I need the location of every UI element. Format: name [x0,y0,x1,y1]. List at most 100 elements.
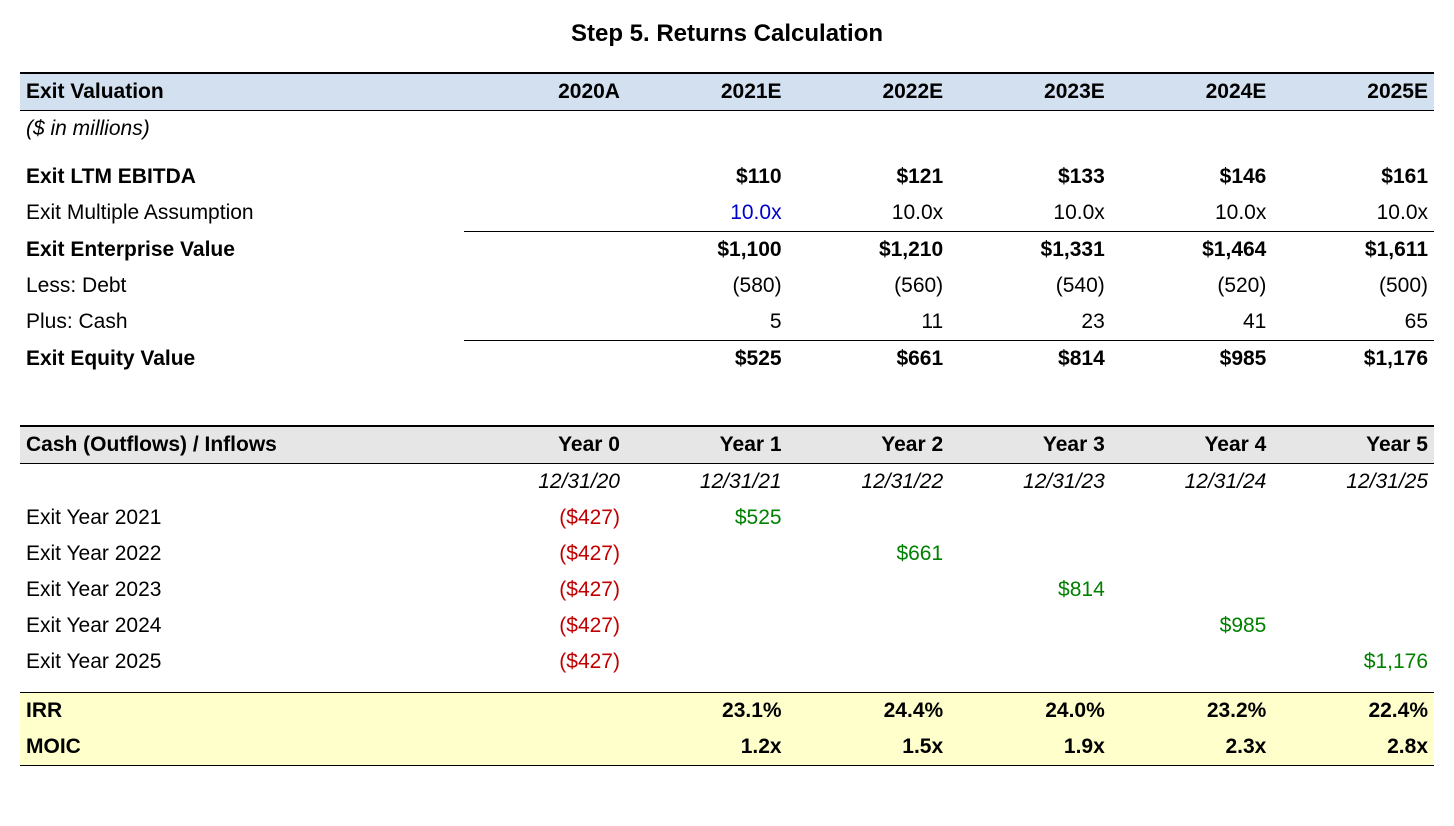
cell-outflow: ($427) [464,572,626,608]
cell [788,500,950,536]
cell: 10.0x [949,195,1111,232]
row-label: Exit Equity Value [20,341,464,378]
exit-valuation-header-label: Exit Valuation [20,73,464,111]
cell [788,608,950,644]
cell [464,341,626,378]
cell: 23 [949,304,1111,341]
cell: 23.2% [1111,693,1273,730]
row-label: Exit Year 2021 [20,500,464,536]
year-header: Year 4 [1111,426,1273,464]
row-label: Exit Year 2023 [20,572,464,608]
date-cell: 12/31/21 [626,464,788,501]
cell [1111,644,1273,680]
cell: $1,176 [1272,341,1434,378]
cell-outflow: ($427) [464,644,626,680]
cell [788,572,950,608]
cell [1272,500,1434,536]
cashflows-header-label: Cash (Outflows) / Inflows [20,426,464,464]
cell: 5 [626,304,788,341]
dates-row: 12/31/20 12/31/21 12/31/22 12/31/23 12/3… [20,464,1434,501]
cell: 22.4% [1272,693,1434,730]
year-header: 2020A [464,73,626,111]
cell: (580) [626,268,788,304]
cell: $1,210 [788,232,950,269]
cell [788,644,950,680]
row-label: Exit Multiple Assumption [20,195,464,232]
cell-inflow: $985 [1111,608,1273,644]
cell-input: 10.0x [626,195,788,232]
cell: 24.4% [788,693,950,730]
cell: $121 [788,159,950,195]
cell: 23.1% [626,693,788,730]
exit-valuation-header-row: Exit Valuation 2020A 2021E 2022E 2023E 2… [20,73,1434,111]
row-label: Less: Debt [20,268,464,304]
year-header: Year 2 [788,426,950,464]
cell: $1,100 [626,232,788,269]
row-label: Exit Year 2025 [20,644,464,680]
cell: 2.3x [1111,729,1273,766]
exit-year-row: Exit Year 2021 ($427) $525 [20,500,1434,536]
row-label: Exit Year 2024 [20,608,464,644]
cell: $133 [949,159,1111,195]
year-header: 2023E [949,73,1111,111]
cell: $1,464 [1111,232,1273,269]
cell-inflow: $525 [626,500,788,536]
cell: $161 [1272,159,1434,195]
cell: 10.0x [1272,195,1434,232]
exit-year-row: Exit Year 2025 ($427) $1,176 [20,644,1434,680]
cell [626,644,788,680]
row-label: MOIC [20,729,464,766]
date-cell: 12/31/23 [949,464,1111,501]
cell: $1,611 [1272,232,1434,269]
year-header: Year 3 [949,426,1111,464]
exit-year-row: Exit Year 2022 ($427) $661 [20,536,1434,572]
cell [464,693,626,730]
cell [464,232,626,269]
cell: 24.0% [949,693,1111,730]
cell [1111,572,1273,608]
cell: 1.5x [788,729,950,766]
cell: (540) [949,268,1111,304]
cell [464,159,626,195]
cell: $110 [626,159,788,195]
page-title: Step 5. Returns Calculation [20,20,1434,48]
cell: $985 [1111,341,1273,378]
cell: 1.2x [626,729,788,766]
cell [626,572,788,608]
year-header: 2024E [1111,73,1273,111]
cell [626,536,788,572]
cell: 41 [1111,304,1273,341]
row-label: IRR [20,693,464,730]
exit-valuation-table: Exit Valuation 2020A 2021E 2022E 2023E 2… [20,72,1434,766]
cell-outflow: ($427) [464,536,626,572]
enterprise-value-row: Exit Enterprise Value $1,100 $1,210 $1,3… [20,232,1434,269]
row-label: Plus: Cash [20,304,464,341]
cell: $146 [1111,159,1273,195]
cell: (500) [1272,268,1434,304]
plus-cash-row: Plus: Cash 5 11 23 41 65 [20,304,1434,341]
year-header: Year 0 [464,426,626,464]
exit-year-row: Exit Year 2024 ($427) $985 [20,608,1434,644]
cell-outflow: ($427) [464,608,626,644]
cell: $661 [788,341,950,378]
ltm-ebitda-row: Exit LTM EBITDA $110 $121 $133 $146 $161 [20,159,1434,195]
cell: (520) [1111,268,1273,304]
cell [464,195,626,232]
cell: (560) [788,268,950,304]
year-header: Year 5 [1272,426,1434,464]
cell: 2.8x [1272,729,1434,766]
row-label: Exit LTM EBITDA [20,159,464,195]
cell: $1,331 [949,232,1111,269]
cell [1272,608,1434,644]
cell: $525 [626,341,788,378]
year-header: 2021E [626,73,788,111]
cell-inflow: $661 [788,536,950,572]
cell-inflow: $814 [949,572,1111,608]
cell: 10.0x [788,195,950,232]
irr-row: IRR 23.1% 24.4% 24.0% 23.2% 22.4% [20,693,1434,730]
cell [1272,572,1434,608]
units-note: ($ in millions) [20,111,464,148]
cell [949,500,1111,536]
cell-inflow: $1,176 [1272,644,1434,680]
cell [949,536,1111,572]
